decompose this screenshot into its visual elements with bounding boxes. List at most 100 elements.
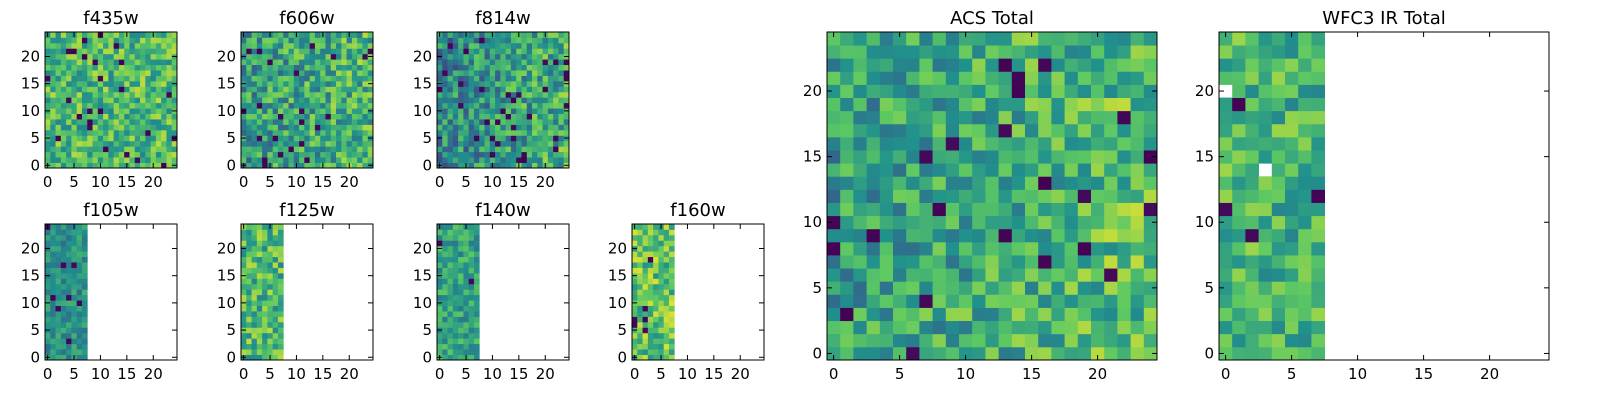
heatmap-cell — [262, 224, 268, 230]
heatmap-cell — [1245, 268, 1259, 282]
heatmap-cell — [479, 48, 485, 55]
heatmap-cell — [140, 37, 146, 44]
heatmap-cell — [341, 151, 347, 158]
heatmap-cell — [1311, 320, 1325, 335]
heatmap-cell — [998, 268, 1013, 282]
heatmap-cell — [642, 262, 649, 268]
heatmap-cell — [521, 64, 528, 71]
x-tick-label: 10 — [287, 365, 306, 383]
heatmap-cell — [357, 162, 363, 169]
heatmap-cell — [87, 146, 93, 153]
heatmap-cell — [362, 119, 369, 125]
heatmap-cell — [256, 240, 263, 247]
heatmap-cell — [906, 110, 920, 125]
heatmap-cell — [473, 146, 480, 153]
heatmap-cell — [277, 70, 284, 76]
heatmap-cell — [542, 135, 549, 142]
heatmap-cell — [45, 234, 51, 241]
heatmap-cell — [500, 91, 507, 98]
heatmap-cell — [246, 59, 252, 66]
heatmap-cell — [367, 97, 374, 104]
heatmap-cell — [468, 267, 475, 274]
heatmap-cell — [542, 157, 549, 163]
heatmap-cell — [442, 48, 448, 55]
heatmap-cell — [972, 215, 986, 230]
heatmap-cell — [108, 32, 115, 38]
heatmap-cell — [542, 48, 549, 55]
heatmap-cell — [155, 129, 162, 136]
heatmap-cell — [362, 102, 369, 109]
heatmap-cell — [1245, 136, 1259, 151]
heatmap-cell — [341, 97, 347, 104]
heatmap-cell — [945, 176, 960, 190]
heatmap-cell — [357, 129, 363, 136]
heatmap-cell — [325, 32, 332, 38]
heatmap-cell — [1117, 333, 1131, 348]
heatmap-cell — [150, 91, 157, 98]
heatmap-cell — [45, 157, 51, 163]
heatmap-cell — [267, 129, 274, 136]
panel-title-f105w: f105w — [83, 200, 138, 221]
heatmap-cell — [1258, 97, 1273, 112]
heatmap-cell — [458, 157, 464, 163]
heatmap-cell — [76, 338, 83, 345]
heatmap-cell — [246, 245, 252, 252]
heatmap-cell — [45, 321, 51, 328]
heatmap-cell — [262, 240, 268, 247]
heatmap-cell — [879, 228, 894, 243]
heatmap-cell — [351, 75, 358, 82]
heatmap-cell — [1232, 268, 1246, 282]
heatmap-cell — [108, 151, 115, 158]
heatmap-cell — [60, 157, 67, 163]
heatmap-cell — [309, 113, 316, 120]
heatmap-cell — [1011, 123, 1026, 138]
heatmap-cell — [547, 42, 554, 49]
heatmap-cell — [840, 32, 854, 46]
heatmap-cell — [325, 124, 332, 131]
heatmap-cell — [113, 64, 120, 71]
heatmap-cell — [1091, 123, 1105, 138]
heatmap-cell — [1285, 215, 1299, 230]
heatmap-cell — [1130, 268, 1145, 282]
heatmap-cell — [320, 129, 326, 136]
heatmap-cell — [1038, 189, 1052, 203]
heatmap-cell — [140, 75, 146, 82]
heatmap-cell — [553, 151, 559, 158]
heatmap-cell — [134, 70, 141, 76]
heatmap-cell — [262, 245, 268, 252]
heatmap-cell — [277, 151, 284, 158]
heatmap-cell — [985, 202, 999, 217]
heatmap-cell — [1011, 294, 1026, 308]
x-tick-label: 5 — [656, 365, 666, 383]
heatmap-cell — [45, 113, 51, 120]
heatmap-cell — [267, 75, 274, 82]
heatmap-cell — [632, 256, 638, 263]
heatmap-cell — [853, 84, 867, 98]
heatmap-cell — [246, 53, 252, 60]
heatmap-cell — [437, 70, 443, 76]
heatmap-cell — [1117, 228, 1131, 243]
heatmap-cell — [853, 320, 867, 335]
heatmap-cell — [351, 129, 358, 136]
heatmap-cell — [325, 75, 332, 82]
heatmap-cell — [932, 294, 947, 308]
heatmap-cell — [537, 129, 543, 136]
heatmap-cell — [998, 110, 1013, 125]
heatmap-cell — [959, 45, 973, 59]
heatmap-cell — [840, 215, 854, 230]
heatmap-cell — [108, 48, 115, 55]
heatmap-cell — [81, 140, 88, 147]
heatmap-cell — [241, 91, 247, 98]
heatmap-cell — [1311, 294, 1325, 308]
heatmap-cell — [272, 64, 279, 71]
heatmap-cell — [484, 70, 491, 76]
heatmap-cell — [118, 48, 125, 55]
heatmap-cell — [473, 140, 480, 147]
heatmap-cell — [653, 224, 659, 230]
heatmap-cell — [532, 48, 538, 55]
heatmap-cell — [447, 278, 454, 285]
heatmap-cell — [495, 140, 501, 147]
heatmap-cell — [447, 321, 454, 328]
heatmap-cell — [66, 343, 72, 350]
heatmap-cell — [267, 140, 274, 147]
